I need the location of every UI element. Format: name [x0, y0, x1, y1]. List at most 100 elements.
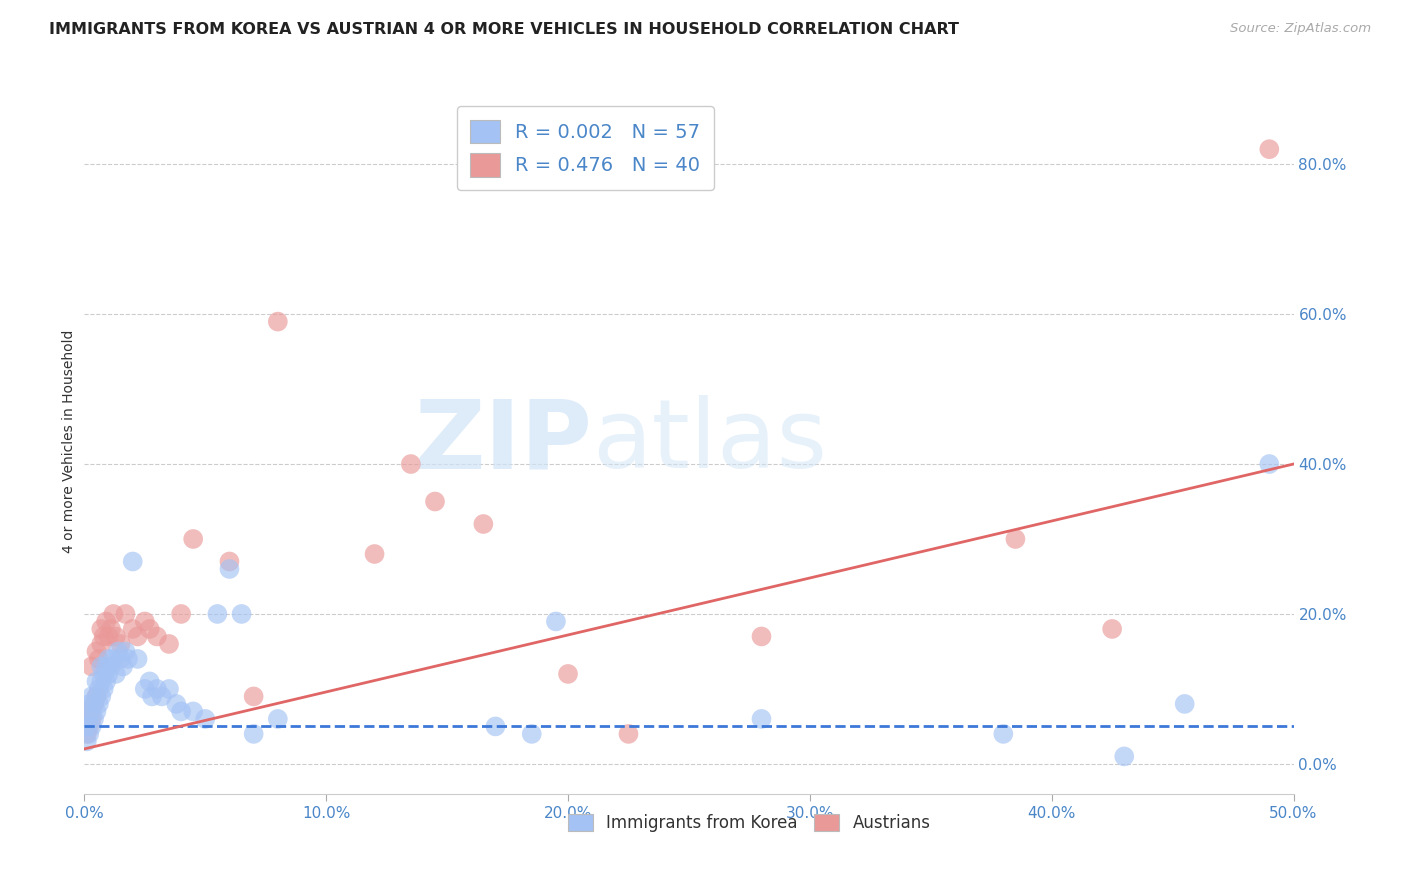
- Point: [157, 681, 180, 696]
- Point: [1114, 749, 1136, 764]
- Point: [141, 690, 163, 704]
- Point: [103, 652, 125, 666]
- Point: [86, 705, 108, 719]
- Point: [267, 315, 290, 329]
- Point: [80, 690, 103, 704]
- Point: [110, 637, 132, 651]
- Point: [207, 607, 229, 621]
- Point: [80, 705, 103, 719]
- Point: [104, 667, 127, 681]
- Point: [218, 554, 240, 568]
- Text: ZIP: ZIP: [415, 395, 592, 488]
- Point: [90, 637, 112, 651]
- Point: [134, 681, 156, 696]
- Point: [90, 659, 112, 673]
- Point: [484, 719, 506, 733]
- Point: [94, 674, 117, 689]
- Point: [77, 712, 100, 726]
- Point: [231, 607, 253, 621]
- Point: [93, 681, 115, 696]
- Point: [76, 719, 98, 733]
- Point: [194, 712, 217, 726]
- Point: [121, 622, 143, 636]
- Point: [94, 615, 117, 629]
- Point: [83, 697, 105, 711]
- Point: [127, 652, 149, 666]
- Point: [83, 712, 105, 726]
- Point: [472, 516, 495, 531]
- Point: [557, 667, 579, 681]
- Point: [83, 697, 105, 711]
- Point: [242, 690, 264, 704]
- Point: [242, 727, 264, 741]
- Point: [100, 622, 122, 636]
- Point: [520, 727, 543, 741]
- Point: [90, 622, 112, 636]
- Text: IMMIGRANTS FROM KOREA VS AUSTRIAN 4 OR MORE VEHICLES IN HOUSEHOLD CORRELATION CH: IMMIGRANTS FROM KOREA VS AUSTRIAN 4 OR M…: [49, 22, 959, 37]
- Point: [150, 690, 173, 704]
- Point: [146, 681, 169, 696]
- Point: [399, 457, 422, 471]
- Point: [112, 659, 135, 673]
- Point: [544, 615, 567, 629]
- Point: [127, 630, 149, 644]
- Point: [117, 652, 139, 666]
- Point: [138, 622, 160, 636]
- Point: [76, 734, 98, 748]
- Point: [363, 547, 385, 561]
- Point: [170, 705, 193, 719]
- Point: [751, 630, 773, 644]
- Point: [86, 690, 108, 704]
- Point: [76, 727, 98, 741]
- Point: [267, 712, 290, 726]
- Point: [97, 667, 120, 681]
- Text: Source: ZipAtlas.com: Source: ZipAtlas.com: [1230, 22, 1371, 36]
- Point: [80, 712, 103, 726]
- Point: [114, 607, 136, 621]
- Point: [97, 630, 120, 644]
- Point: [1258, 142, 1281, 156]
- Point: [138, 674, 160, 689]
- Point: [114, 644, 136, 658]
- Point: [751, 712, 773, 726]
- Point: [146, 630, 169, 644]
- Point: [77, 727, 100, 741]
- Point: [134, 615, 156, 629]
- Point: [157, 637, 180, 651]
- Point: [100, 659, 122, 673]
- Point: [1004, 532, 1026, 546]
- Point: [77, 719, 100, 733]
- Point: [97, 652, 120, 666]
- Point: [181, 532, 204, 546]
- Y-axis label: 4 or more Vehicles in Household: 4 or more Vehicles in Household: [62, 330, 76, 553]
- Point: [121, 554, 143, 568]
- Point: [181, 705, 204, 719]
- Point: [87, 697, 110, 711]
- Point: [77, 705, 100, 719]
- Point: [94, 659, 117, 673]
- Point: [993, 727, 1015, 741]
- Point: [93, 667, 115, 681]
- Point: [103, 607, 125, 621]
- Point: [218, 562, 240, 576]
- Point: [104, 630, 127, 644]
- Point: [90, 690, 112, 704]
- Point: [87, 652, 110, 666]
- Point: [1258, 457, 1281, 471]
- Point: [93, 630, 115, 644]
- Point: [617, 727, 640, 741]
- Point: [80, 659, 103, 673]
- Point: [80, 719, 103, 733]
- Point: [107, 644, 129, 658]
- Text: atlas: atlas: [592, 395, 827, 488]
- Point: [86, 690, 108, 704]
- Point: [77, 697, 100, 711]
- Point: [170, 607, 193, 621]
- Point: [1101, 622, 1123, 636]
- Point: [87, 681, 110, 696]
- Point: [165, 697, 187, 711]
- Point: [86, 674, 108, 689]
- Point: [86, 644, 108, 658]
- Point: [1174, 697, 1197, 711]
- Point: [110, 652, 132, 666]
